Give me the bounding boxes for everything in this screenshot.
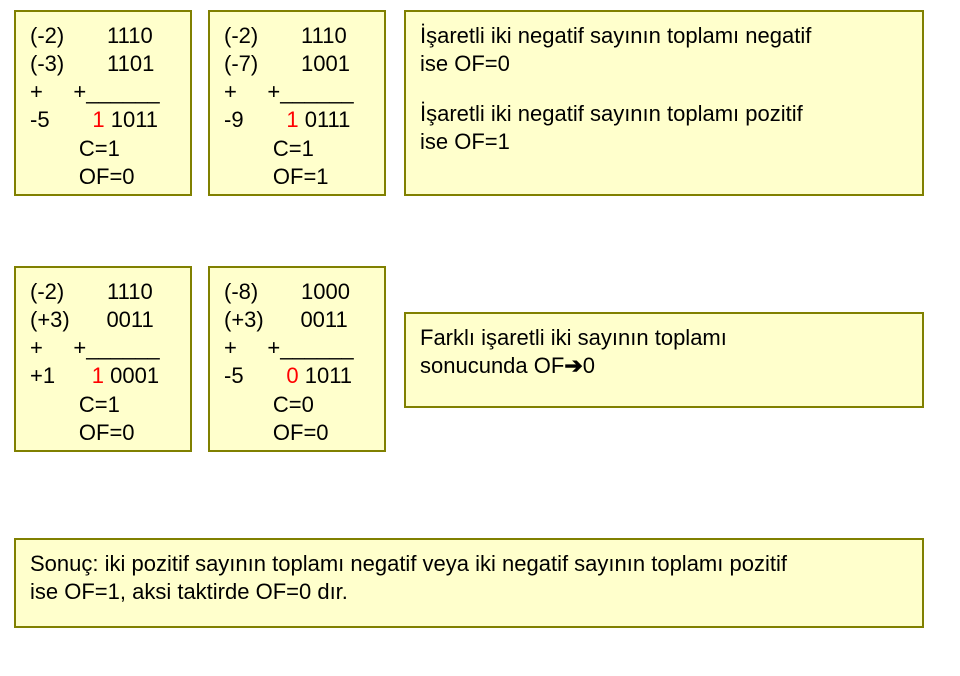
n1-l2: ise OF=0: [420, 50, 908, 78]
n2-l1: Farklı işaretli iki sayının toplamı: [420, 324, 908, 352]
c4-l3: + +______: [224, 335, 354, 360]
c1-l1b: 1110: [107, 23, 153, 48]
c4-l6: OF=0: [273, 420, 329, 445]
n1-spacer: [420, 78, 908, 100]
c2-l6: OF=1: [273, 164, 329, 189]
c1-l1a: (-2): [30, 23, 64, 48]
n1-l1: İşaretli iki negatif sayının toplamı neg…: [420, 22, 908, 50]
note-box-1: İşaretli iki negatif sayının toplamı neg…: [404, 10, 924, 196]
c3-l2b: 0011: [106, 307, 153, 332]
c3-l2a: (+3): [30, 307, 70, 332]
c2-l5: C=1: [273, 136, 314, 161]
c4-l1a: (-8): [224, 279, 258, 304]
c3-l4a: +1: [30, 363, 55, 388]
calc3-content: (-2) 1110 (+3) 0011 + +______ +1 1 0001 …: [30, 278, 176, 447]
c1-l4a: -5: [30, 107, 50, 132]
c4-l4c: 1011: [299, 363, 352, 388]
calc-box-2: (-2) 1110 (-7) 1001 + +______ -9 1 0111 …: [208, 10, 386, 196]
c1-l2a: (-3): [30, 51, 64, 76]
c4-l4a: -5: [224, 363, 244, 388]
arrow-right-icon: ➔: [564, 353, 582, 378]
calc-box-1: (-2) 1110 (-3) 1101 + +______ -5 1 1011 …: [14, 10, 192, 196]
c2-l3: + +______: [224, 79, 354, 104]
calc-box-3: (-2) 1110 (+3) 0011 + +______ +1 1 0001 …: [14, 266, 192, 452]
calc4-content: (-8) 1000 (+3) 0011 + +______ -5 0 1011 …: [224, 278, 370, 447]
c3-l4c: 0001: [104, 363, 159, 388]
n1-l4: ise OF=1: [420, 128, 908, 156]
c2-l4a: -9: [224, 107, 244, 132]
c4-l2a: (+3): [224, 307, 264, 332]
c4-l4b: 0: [286, 363, 298, 388]
n1-l3: İşaretli iki negatif sayının toplamı poz…: [420, 100, 908, 128]
n2-l2-pre: sonucunda OF: [420, 353, 564, 378]
c3-l1b: 1110: [107, 279, 153, 304]
c3-l5: C=1: [79, 392, 120, 417]
c3-l1a: (-2): [30, 279, 64, 304]
c2-l2b: 1001: [301, 51, 350, 76]
c2-l2a: (-7): [224, 51, 258, 76]
c4-l1b: 1000: [301, 279, 350, 304]
sum-l2: ise OF=1, aksi taktirde OF=0 dır.: [30, 578, 908, 606]
c3-l6: OF=0: [79, 420, 135, 445]
calc-box-4: (-8) 1000 (+3) 0011 + +______ -5 0 1011 …: [208, 266, 386, 452]
calc1-content: (-2) 1110 (-3) 1101 + +______ -5 1 1011 …: [30, 22, 176, 191]
n2-l2-post: 0: [583, 353, 595, 378]
c2-l4c: 0111: [299, 107, 351, 132]
c3-l4b: 1: [92, 363, 104, 388]
calc2-content: (-2) 1110 (-7) 1001 + +______ -9 1 0111 …: [224, 22, 370, 191]
c2-l1a: (-2): [224, 23, 258, 48]
c4-l2b: 0011: [300, 307, 347, 332]
c2-l1b: 1110: [301, 23, 347, 48]
c1-l6: OF=0: [79, 164, 135, 189]
c1-l4c: 1011: [105, 107, 158, 132]
c4-l5: C=0: [273, 392, 314, 417]
c1-l4b: 1: [92, 107, 104, 132]
sum-l1: Sonuç: iki pozitif sayının toplamı negat…: [30, 550, 908, 578]
c2-l4b: 1: [286, 107, 298, 132]
c1-l5: C=1: [79, 136, 120, 161]
c1-l3: + +______: [30, 79, 160, 104]
note-box-2: Farklı işaretli iki sayının toplamı sonu…: [404, 312, 924, 408]
n2-l2: sonucunda OF➔0: [420, 352, 908, 380]
summary-box: Sonuç: iki pozitif sayının toplamı negat…: [14, 538, 924, 628]
c1-l2b: 1101: [107, 51, 154, 76]
c3-l3: + +______: [30, 335, 160, 360]
